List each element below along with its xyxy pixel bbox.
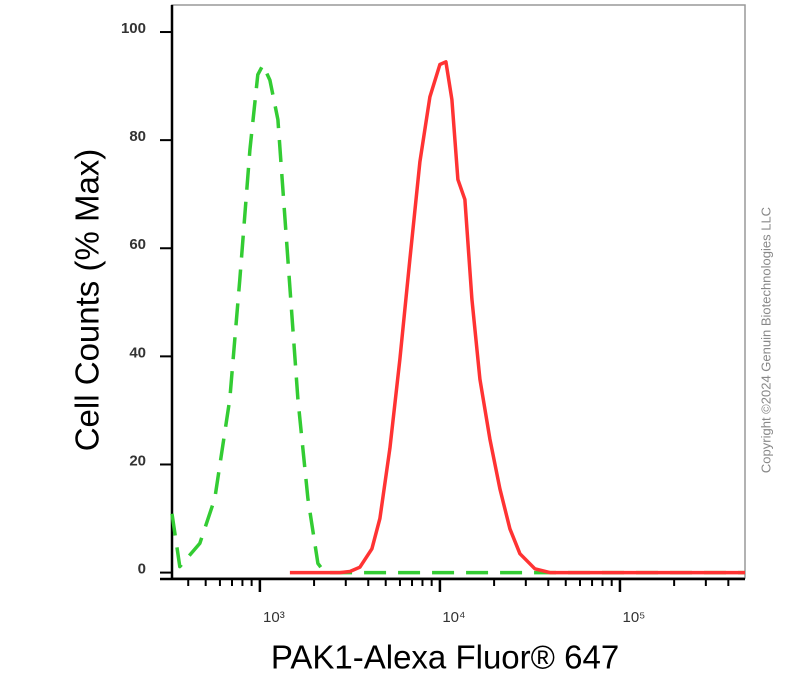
x-axis-label: PAK1-Alexa Fluor® 647 (271, 639, 619, 676)
y-tick-label: 60 (129, 236, 146, 253)
histogram-line (289, 60, 745, 575)
y-tick-label: 40 (129, 344, 146, 361)
x-tick-label: 10³ (263, 609, 285, 626)
x-tick-label: 10⁴ (442, 609, 465, 626)
y-tick-label: 20 (129, 452, 146, 469)
y-tick-label: 100 (121, 20, 146, 37)
x-tick-label: 10⁵ (622, 609, 645, 626)
histogram-line (170, 63, 745, 575)
y-tick-label: 80 (129, 128, 146, 145)
copyright: Copyright ©2024 Genuin Biotechnologies L… (758, 207, 773, 473)
y-axis-label: Cell Counts (% Max) (69, 149, 106, 452)
y-tick-label: 0 (138, 561, 146, 578)
plot-frame (171, 4, 746, 579)
